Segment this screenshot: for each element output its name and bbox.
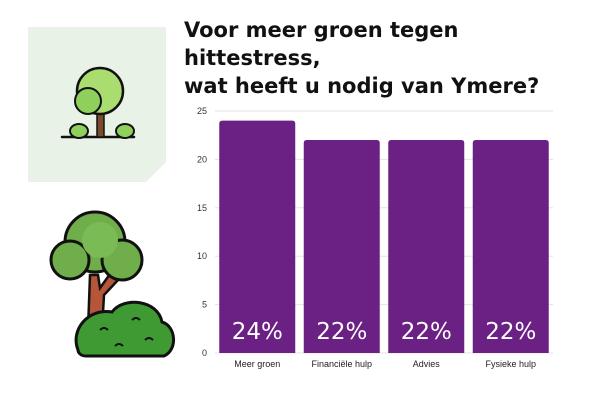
x-category-label: Fysieke hulp: [485, 359, 536, 369]
y-tick-label: 10: [197, 251, 207, 261]
y-tick-label: 15: [197, 203, 207, 213]
tree-icon: [28, 27, 166, 182]
x-category-label: Financiële hulp: [311, 359, 372, 369]
bar: [472, 140, 549, 353]
bar: [303, 140, 380, 353]
bar-data-label: 22%: [401, 319, 452, 345]
tree-bush-illustration: [49, 210, 175, 358]
bar-data-label: 22%: [316, 319, 367, 345]
y-tick-label: 5: [202, 300, 207, 310]
title-line-1: Voor meer groen tegen hittestress,: [184, 18, 459, 70]
title-line-2: wat heeft u nodig van Ymere?: [184, 74, 540, 98]
bar-data-label: 22%: [485, 319, 536, 345]
y-tick-label: 0: [202, 348, 207, 358]
y-tick-label: 20: [197, 154, 207, 164]
x-category-label: Advies: [413, 359, 441, 369]
y-tick-label: 25: [197, 106, 207, 116]
bar: [388, 140, 465, 353]
bar: [219, 120, 296, 354]
chart-title: Voor meer groen tegen hittestress, wat h…: [184, 16, 594, 100]
x-category-label: Meer groen: [234, 359, 280, 369]
bar-data-label: 24%: [232, 319, 283, 345]
